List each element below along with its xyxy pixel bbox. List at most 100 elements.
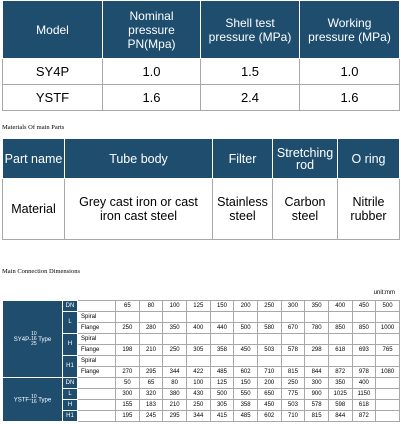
value-cell: 775	[280, 388, 306, 400]
value-cell: 1025	[327, 388, 353, 400]
model-name: SY4P-	[13, 336, 32, 343]
materials-table: Part name Tube body Filter Stretching ro…	[2, 138, 400, 240]
empty-cell	[375, 355, 400, 367]
cell: 1.5	[200, 58, 300, 85]
value-cell: 850	[351, 322, 377, 334]
cell: 1.6	[299, 84, 400, 111]
dim-cell: H1	[62, 410, 78, 422]
model-size: 16	[31, 398, 37, 405]
empty-cell	[115, 311, 140, 323]
empty-cell	[233, 311, 258, 323]
sub-cell: Spiral	[77, 355, 116, 367]
value-cell: 270	[115, 366, 140, 378]
model-type: Type	[38, 397, 52, 404]
row: L Spiral	[3, 311, 400, 334]
value-cell: 450	[256, 399, 282, 411]
empty-cell	[375, 333, 400, 345]
value-cell: 295	[162, 410, 187, 422]
value-cell: 415	[209, 410, 235, 422]
value-cell: 344	[185, 410, 211, 422]
value-cell: 765	[375, 344, 400, 356]
value-cell: 710	[256, 366, 282, 378]
value-cell: 100	[185, 377, 211, 389]
empty-cell	[233, 333, 258, 345]
sub-cell: Spiral	[77, 311, 116, 323]
model-size: 25	[31, 340, 37, 347]
value-cell: 872	[327, 366, 353, 378]
empty-cell	[351, 333, 377, 345]
row: SY4P 1.0 1.5 1.0	[2, 58, 400, 85]
unit-label: unit:mm	[373, 290, 395, 296]
header-row: Model Nominal pressure PN(Mpa) Shell tes…	[2, 0, 400, 59]
value-cell: 602	[256, 410, 282, 422]
value-cell: 250	[185, 399, 211, 411]
value-cell: 503	[280, 399, 306, 411]
value-cell: 400	[185, 322, 211, 334]
value-cell: 598	[327, 399, 353, 411]
value-cell: 670	[280, 322, 306, 334]
row: YSTF- 10 16 Type DN 50 65 80 100 125 150 200 250 300…	[2, 377, 400, 422]
value-cell: 500	[233, 322, 258, 334]
value-cell: 200	[233, 300, 258, 312]
header-cell: Model	[2, 0, 103, 59]
value-cell: 195	[115, 410, 140, 422]
value-cell: 602	[233, 366, 258, 378]
row: H 155 183 210 250 305 358 450 503 578 598 618	[3, 399, 400, 411]
sub-cell: Flange	[77, 344, 116, 356]
cell: YSTF	[2, 84, 103, 111]
model-size: 10	[31, 393, 37, 400]
value-cell: 844	[327, 410, 353, 422]
empty-cell	[375, 311, 400, 323]
value-cell: 245	[138, 410, 164, 422]
row: H Spiral	[3, 333, 400, 356]
dim-cell: L	[62, 311, 78, 334]
sub-cell	[77, 410, 116, 422]
empty-cell	[351, 311, 377, 323]
empty-cell	[280, 311, 306, 323]
value-cell: 618	[351, 399, 377, 411]
empty-cell	[327, 355, 353, 367]
empty-cell	[162, 355, 187, 367]
empty-cell	[209, 355, 235, 367]
model-name: YSTF-	[13, 397, 32, 404]
value-cell: 65	[138, 377, 164, 389]
header-cell: Working pressure (MPa)	[299, 0, 400, 59]
header-cell: Filter	[212, 138, 273, 179]
value-cell: 400	[327, 300, 353, 312]
pressure-table: Model Nominal pressure PN(Mpa) Shell tes…	[2, 0, 400, 111]
empty-cell	[304, 355, 329, 367]
value-cell: 450	[351, 300, 377, 312]
empty-cell	[209, 333, 235, 345]
header-row: Part name Tube body Filter Stretching ro…	[2, 138, 400, 179]
value-cell: 155	[115, 399, 140, 411]
value-cell: 872	[351, 410, 377, 422]
empty-cell	[280, 333, 306, 345]
value-cell: 500	[209, 388, 235, 400]
cell: Material	[2, 178, 65, 240]
value-cell: 400	[351, 377, 377, 389]
value-cell: 150	[209, 300, 235, 312]
empty-cell	[115, 333, 140, 345]
model-sizes: 10 16 25	[31, 331, 37, 347]
dim-cell: DN	[62, 300, 78, 312]
value-cell: 250	[115, 322, 140, 334]
dim-cell: H	[62, 399, 78, 411]
value-cell: 978	[351, 366, 377, 378]
value-cell: 844	[304, 366, 329, 378]
empty-cell	[185, 333, 211, 345]
value-cell: 1000	[375, 322, 400, 334]
empty-cell	[256, 311, 282, 323]
cell: 1.6	[102, 84, 201, 111]
empty-cell	[375, 377, 400, 389]
value-cell: 780	[304, 322, 329, 334]
value-cell: 422	[185, 366, 211, 378]
empty-cell	[162, 333, 187, 345]
value-cell: 298	[304, 344, 329, 356]
value-cell: 350	[304, 300, 329, 312]
value-cell: 320	[138, 388, 164, 400]
value-cell: 350	[162, 322, 187, 334]
value-cell: 815	[280, 366, 306, 378]
sub-cell: Flange	[77, 322, 116, 334]
value-cell: 710	[280, 410, 306, 422]
header-cell: Nominal pressure PN(Mpa)	[102, 0, 201, 59]
